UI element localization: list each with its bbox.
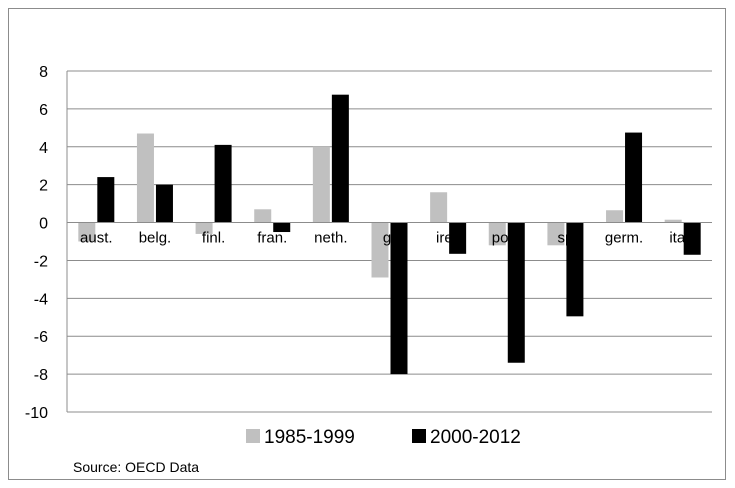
category-label: neth. [314, 230, 347, 247]
legend-label: 1985-1999 [264, 427, 355, 448]
bar-1985-1999 [430, 192, 448, 223]
y-tick-label: -6 [34, 329, 48, 346]
gridlines [67, 70, 712, 413]
legend: 1985-1999 2000-2012 [246, 427, 521, 448]
y-tick-label: -2 [34, 253, 48, 270]
category-label: germ. [605, 230, 643, 247]
bar-1985-1999 [547, 222, 565, 246]
category-label: irel. [436, 230, 460, 247]
category-label: finl. [202, 230, 225, 247]
bar-2000-2012 [507, 222, 525, 363]
y-tick-label: 0 [39, 216, 48, 233]
y-tick-label: 4 [39, 140, 48, 157]
y-tick-label: -8 [34, 367, 48, 384]
category-label: belg. [139, 230, 172, 247]
bar-2000-2012 [331, 94, 349, 223]
category-label: port. [492, 230, 522, 247]
bar-2000-2012 [566, 222, 584, 317]
bar-2000-2012 [273, 222, 291, 233]
bar-1985-1999 [664, 219, 682, 223]
y-tick-label: 8 [39, 64, 48, 81]
bar-1985-1999 [195, 222, 213, 234]
source-note: Source: OECD Data [73, 459, 199, 475]
bar-2000-2012 [449, 222, 467, 254]
bar-2000-2012 [390, 222, 408, 375]
category-labels: aust. belg. finl. fran. neth. gr irel. port. sp g… [80, 230, 696, 247]
chart-frame [8, 8, 726, 480]
legend-label: 2000-2012 [430, 427, 521, 448]
y-tick-label: -4 [34, 291, 48, 308]
bar-1985-1999 [488, 222, 506, 246]
category-label: sp [557, 230, 573, 247]
category-label: fran. [257, 230, 287, 247]
legend-swatch [246, 429, 260, 443]
y-tick-label: -10 [25, 405, 48, 422]
bar-1985-1999 [606, 210, 624, 223]
bar-1985-1999 [371, 222, 389, 278]
bar-2000-2012 [214, 144, 232, 223]
bar-2000-2012 [97, 177, 115, 223]
bar-2000-2012 [683, 222, 701, 255]
category-label: gr [383, 230, 396, 247]
bar-2000-2012 [625, 132, 643, 223]
axes [66, 71, 712, 412]
bar-1985-1999 [136, 133, 154, 223]
bar-1985-1999 [78, 222, 96, 242]
bar-2000-2012 [155, 184, 173, 223]
category-label: italy [669, 230, 696, 247]
legend-swatch [412, 429, 426, 443]
y-tick-label: 2 [39, 178, 48, 195]
y-tick-labels: 8 6 4 2 0 -2 -4 -6 -8 -10 [25, 64, 48, 422]
bars [78, 94, 701, 375]
bar-1985-1999 [254, 209, 272, 223]
y-tick-label: 6 [39, 102, 48, 119]
bar-1985-1999 [312, 146, 330, 223]
category-label: aust. [80, 230, 113, 247]
